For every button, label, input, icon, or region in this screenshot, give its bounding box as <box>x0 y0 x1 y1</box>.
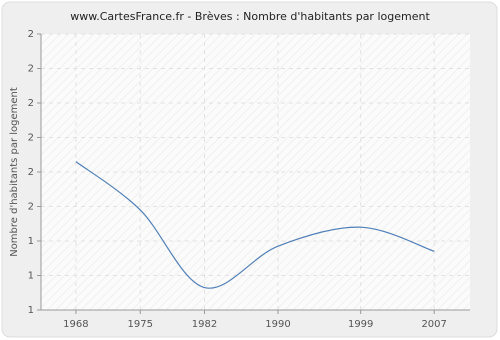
y-tick-label: 2 <box>28 64 34 75</box>
y-tick-label: 2 <box>28 98 34 109</box>
x-tick-label: 1999 <box>348 319 373 330</box>
y-tick-label: 2 <box>28 202 34 213</box>
y-axis-label: Nombre d'habitants par logement <box>9 87 20 257</box>
x-tick-label: 1982 <box>192 319 217 330</box>
y-tick-label: 2 <box>28 133 34 144</box>
x-tick-label: 1990 <box>265 319 290 330</box>
y-tick-label: 2 <box>28 167 34 178</box>
data-line <box>75 161 435 289</box>
plot-area <box>41 34 470 310</box>
y-tick-label: 2 <box>28 29 34 40</box>
x-tick-label: 1968 <box>63 319 88 330</box>
y-tick-label: 1 <box>28 271 34 282</box>
x-tick-label: 1975 <box>127 319 152 330</box>
y-tick-label: 1 <box>28 236 34 247</box>
x-tick-label: 2007 <box>421 319 446 330</box>
y-tick-label: 1 <box>28 305 34 316</box>
chart-title: www.CartesFrance.fr - Brèves : Nombre d'… <box>70 10 430 23</box>
